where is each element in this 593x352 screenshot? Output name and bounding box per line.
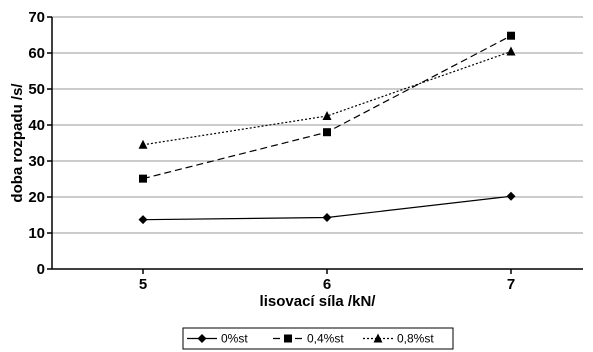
x-axis-title: lisovací síla /kN/ xyxy=(260,293,377,310)
legend-item-1: 0%st xyxy=(187,332,248,346)
data-point xyxy=(138,215,148,225)
y-tick-label: 20 xyxy=(28,189,45,206)
data-point xyxy=(506,46,516,56)
legend-label: 0%st xyxy=(221,332,248,346)
data-point xyxy=(322,111,332,120)
gridlines xyxy=(52,16,583,234)
y-tick-label: 40 xyxy=(28,117,45,134)
legend-item-3: 0,8%st xyxy=(363,332,434,346)
series-line xyxy=(142,35,512,180)
legend: 0%st 0,4%st 0,8%st xyxy=(182,327,454,350)
legend-label: 0,8%st xyxy=(397,332,434,346)
legend-label: 0,4%st xyxy=(307,332,344,346)
x-tick-label: 7 xyxy=(507,276,515,293)
series-1 xyxy=(138,191,516,225)
y-tick-label: 50 xyxy=(28,81,45,98)
y-tick-label: 30 xyxy=(28,153,45,170)
legend-item-2: 0,4%st xyxy=(273,332,344,346)
legend-marker xyxy=(197,334,207,343)
axes xyxy=(47,16,583,274)
y-tick-label: 10 xyxy=(28,225,45,242)
data-point xyxy=(323,128,331,137)
legend-marker xyxy=(373,333,383,343)
x-tick-label: 5 xyxy=(139,276,147,293)
x-tick-labels: 5 6 7 xyxy=(139,276,515,293)
y-tick-label: 0 xyxy=(37,261,45,278)
legend-box xyxy=(182,327,454,350)
series-line xyxy=(142,50,512,146)
y-tick-label: 70 xyxy=(28,9,45,26)
x-tick-label: 6 xyxy=(323,276,331,293)
series xyxy=(138,31,516,225)
y-tick-label: 60 xyxy=(28,45,45,62)
data-point xyxy=(506,191,516,201)
data-point xyxy=(322,213,332,223)
y-tick-labels: 0 10 20 30 40 50 60 70 xyxy=(28,9,45,278)
data-point xyxy=(139,174,147,183)
data-point xyxy=(138,139,148,149)
legend-marker xyxy=(284,334,292,343)
series-2 xyxy=(139,31,515,183)
series-3 xyxy=(138,46,516,149)
data-point xyxy=(507,31,515,40)
y-axis-title: doba rozpadu /s/ xyxy=(9,83,26,203)
